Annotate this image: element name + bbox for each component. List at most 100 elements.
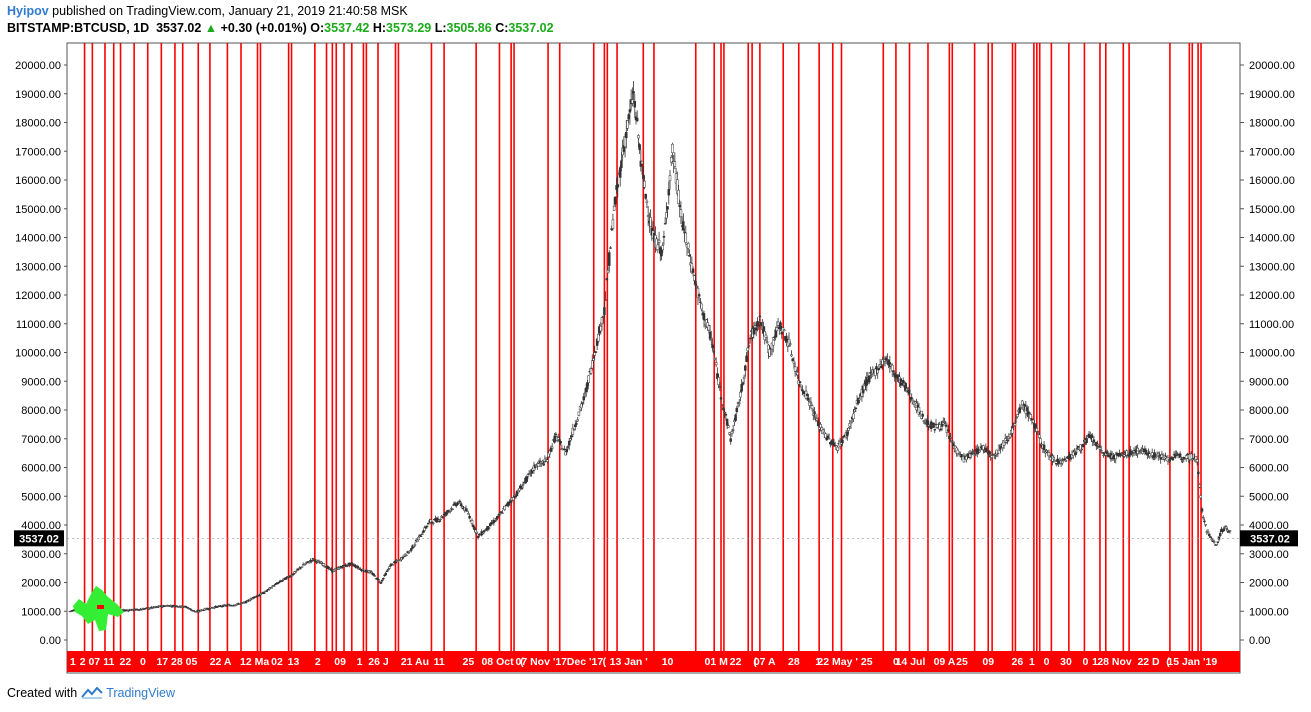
candle-body (458, 500, 462, 503)
time-axis-label: 0 (1044, 656, 1050, 668)
candle-body (671, 144, 674, 154)
candle-body (465, 510, 469, 512)
candle-body (559, 441, 562, 444)
candle-body (388, 566, 391, 569)
candle-body (558, 438, 561, 441)
candle-body (809, 401, 813, 404)
candle-body (1098, 447, 1102, 450)
y-tick-label-right: 19000.00 (1249, 89, 1295, 101)
y-tick-label-left: 20000.00 (15, 60, 61, 72)
candle-body (340, 566, 344, 569)
candle-body (546, 459, 549, 462)
candle-body (626, 120, 629, 129)
candle-body (1212, 541, 1216, 543)
time-axis-label: 07 Nov '17 (515, 656, 567, 668)
y-tick-label-left: 14000.00 (15, 233, 61, 245)
time-axis-label: 28 (171, 656, 183, 668)
candle-body (875, 366, 878, 370)
candle-body (632, 91, 635, 94)
candle-body (982, 445, 985, 450)
time-axis-label: 25 (463, 656, 475, 668)
candle-body (682, 221, 685, 230)
candle-body (276, 582, 279, 585)
candle-body (581, 402, 584, 404)
candle-body (1054, 463, 1058, 465)
candle-body (1014, 417, 1018, 419)
candle-body (569, 438, 572, 441)
candle-body (728, 432, 731, 435)
right-axis: 20000.00 19000.00 18000.00 17000.00 16000.00… (1240, 60, 1295, 647)
author-name[interactable]: Hyipov (7, 4, 49, 18)
candle-body (723, 411, 726, 414)
candle-body (1195, 459, 1199, 463)
candle-body (972, 451, 975, 454)
price-badge-left: 3537.02 (14, 530, 64, 547)
candle-body (933, 429, 937, 431)
candle-body (758, 315, 762, 318)
time-axis-label: 1 (70, 656, 76, 668)
candle-body (476, 535, 480, 539)
candle-body (258, 594, 261, 596)
candle-body (1201, 516, 1205, 519)
candle-body (161, 606, 164, 608)
candle-body (990, 455, 994, 458)
y-tick-label-left: 12000.00 (15, 290, 61, 302)
y-tick-label-left: 1000.00 (21, 606, 61, 618)
candle-body (1042, 444, 1046, 450)
candle-body (425, 525, 429, 527)
candle-body (739, 391, 742, 398)
candle-body (527, 472, 531, 475)
candle-body (448, 509, 452, 512)
candle-body (1053, 460, 1057, 463)
y-tick-label-right: 1000.00 (1249, 606, 1289, 618)
candle-body (841, 439, 844, 444)
candle-body (631, 99, 634, 104)
candle-body (927, 424, 930, 427)
time-axis-label: 11 (103, 656, 114, 668)
candle-body (667, 189, 671, 196)
candle-body (669, 157, 673, 163)
tradingview-link[interactable]: TradingView (81, 686, 175, 700)
candle-body (1035, 427, 1039, 432)
candle-body (1197, 471, 1200, 475)
time-axis[interactable]: 1 2 07 11 22 0 17 28 05 22 A 12 Ma 02 13 2 09 1 26 J 21 Au… (70, 656, 1217, 668)
candle-body (451, 508, 454, 511)
candle-body (697, 294, 701, 297)
candle-body (946, 429, 950, 432)
candle-body (350, 562, 354, 564)
candle-body (858, 398, 861, 401)
candle-body (1061, 460, 1064, 464)
candle-body (501, 512, 504, 514)
candle-body (737, 402, 741, 404)
candle-body (819, 424, 822, 429)
candle-body (628, 109, 632, 113)
candle-body (660, 249, 663, 257)
candle-body (322, 563, 326, 566)
candle-body (471, 524, 475, 528)
candle-body (1013, 423, 1017, 426)
candle-body (788, 343, 792, 345)
candle-body (437, 520, 441, 523)
time-axis-label: 22 A (210, 656, 232, 668)
candle-body (712, 351, 715, 353)
candle-body (541, 460, 544, 464)
candle-body (827, 438, 831, 440)
candle-body (854, 407, 858, 409)
candle-body (1204, 524, 1207, 526)
candle-body (391, 564, 395, 566)
candle-body (1147, 452, 1150, 454)
candle-body (908, 389, 911, 395)
candle-body (572, 429, 576, 431)
y-tick-label-left: 16000.00 (15, 175, 61, 187)
candle-body (520, 488, 524, 490)
candle-body (248, 599, 252, 602)
candle-body (881, 359, 884, 365)
candle-body (379, 581, 383, 584)
y-tick-label-left: 11000.00 (16, 319, 61, 331)
candle-body (707, 325, 711, 331)
candle-body (526, 474, 530, 477)
candle-body (420, 533, 424, 535)
candle-body (943, 421, 946, 424)
candle-body (735, 407, 739, 412)
